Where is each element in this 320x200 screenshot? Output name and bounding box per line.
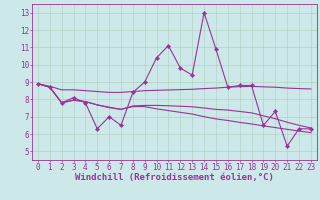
X-axis label: Windchill (Refroidissement éolien,°C): Windchill (Refroidissement éolien,°C)	[75, 173, 274, 182]
